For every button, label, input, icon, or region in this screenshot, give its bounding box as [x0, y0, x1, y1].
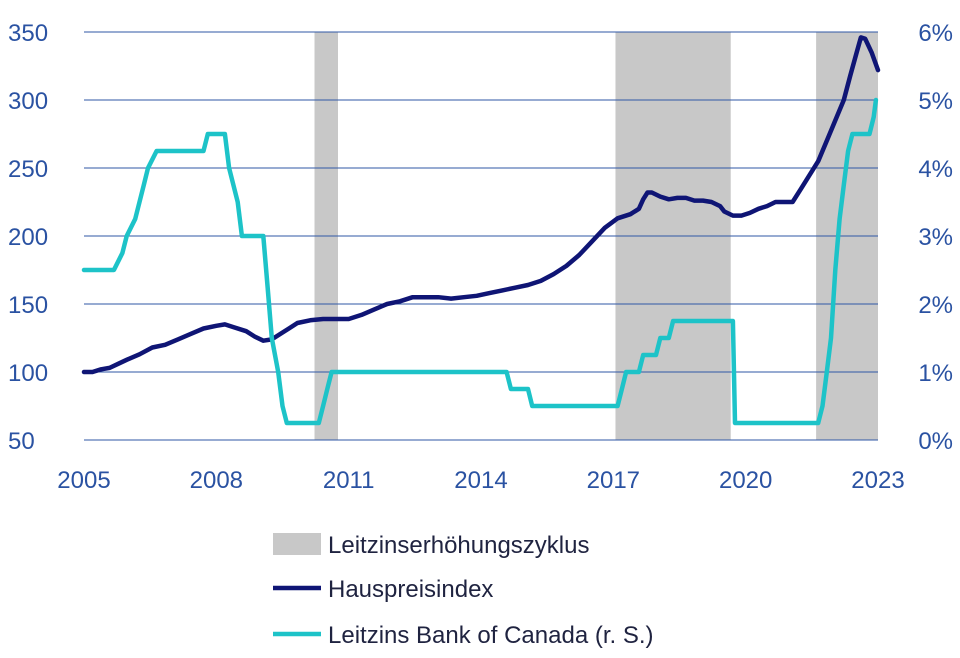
series-line-1: [81, 35, 881, 375]
grid-lines: [84, 31, 878, 441]
left-axis-ticks: 50 100 150 200 250 300 350: [8, 20, 48, 455]
series-line-2: [81, 97, 879, 426]
right-tick-label: 0%: [918, 428, 953, 455]
legend: Leitzinserhöhungszyklus Hauspreisindex Lei…: [273, 532, 654, 649]
left-tick-label: 200: [8, 224, 48, 251]
legend-label: Leitzins Bank of Canada (r. S.): [328, 622, 654, 649]
x-axis-ticks: 2005 2008 2011 2014 2017 2020 2023: [57, 467, 904, 494]
left-tick-label: 50: [8, 428, 35, 455]
right-tick-label: 4%: [918, 156, 953, 183]
x-tick-label: 2017: [587, 467, 640, 494]
x-tick-label: 2011: [323, 467, 375, 494]
right-axis-ticks: 0% 1% 2% 3% 4% 5% 6%: [918, 20, 953, 455]
right-tick-label: 2%: [918, 292, 953, 319]
left-tick-label: 300: [8, 88, 48, 115]
legend-label: Leitzinserhöhungszyklus: [328, 532, 589, 559]
x-tick-label: 2005: [57, 467, 110, 494]
x-tick-label: 2020: [719, 467, 772, 494]
right-tick-label: 1%: [918, 360, 953, 387]
right-tick-label: 5%: [918, 88, 953, 115]
series-lines: [81, 35, 881, 426]
legend-swatch-band: [273, 533, 321, 555]
left-tick-label: 250: [8, 156, 48, 183]
legend-label: Hauspreisindex: [328, 576, 493, 603]
right-tick-label: 3%: [918, 224, 953, 251]
left-tick-label: 350: [8, 20, 48, 47]
left-tick-label: 150: [8, 292, 48, 319]
right-tick-label: 6%: [918, 20, 953, 47]
x-tick-label: 2008: [190, 467, 243, 494]
x-tick-label: 2014: [454, 467, 507, 494]
left-tick-label: 100: [8, 360, 48, 387]
x-tick-label: 2023: [851, 467, 904, 494]
